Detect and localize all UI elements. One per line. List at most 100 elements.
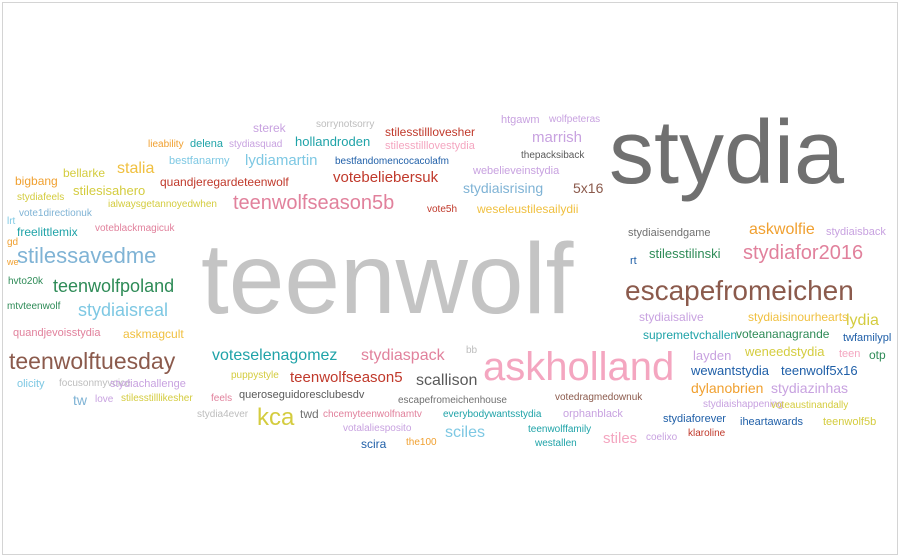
word: lydiamartin xyxy=(245,152,318,169)
word: stilesstilllovestydia xyxy=(385,140,475,152)
word: stydiaspack xyxy=(361,347,445,364)
word: iheartawards xyxy=(740,416,803,428)
word: stydiaisreal xyxy=(78,300,169,320)
word: teenwolfseason5b xyxy=(233,192,395,214)
word: marrish xyxy=(532,129,583,146)
word: we xyxy=(7,257,19,267)
word: scallison xyxy=(416,372,478,389)
word: stilessavedme xyxy=(17,243,157,268)
word: lrt xyxy=(7,216,16,227)
word: tw xyxy=(73,392,87,408)
word: teenwolftuesday xyxy=(9,348,176,374)
word: bellarke xyxy=(63,166,106,180)
word: stydiasquad xyxy=(229,139,283,150)
word: delena xyxy=(190,138,224,150)
word: stydiaisrising xyxy=(463,180,544,196)
word: twfamilypl xyxy=(843,332,892,344)
word: stydiaisinourhearts xyxy=(748,310,849,324)
word: 5x16 xyxy=(573,180,604,196)
word: stilesstilllikesher xyxy=(121,393,193,404)
word: stydiaisback xyxy=(826,226,886,238)
word: stydiazinhas xyxy=(771,380,849,396)
word: queroseguidoresclubesdv xyxy=(239,389,365,401)
word: sterek xyxy=(253,121,286,135)
word: stydia xyxy=(609,103,845,203)
word: coelixo xyxy=(646,432,678,443)
word: escapefromeichenhouse xyxy=(398,395,507,406)
word: twd xyxy=(300,407,319,421)
word: rt xyxy=(630,255,637,267)
word: the100 xyxy=(406,437,437,448)
word: stiles xyxy=(603,430,638,447)
word: vote1directionuk xyxy=(19,208,92,219)
word: hollandroden xyxy=(295,134,371,149)
word: stalia xyxy=(117,160,155,177)
word: weneedstydia xyxy=(745,344,825,359)
word: love xyxy=(95,394,114,405)
word: mtvteenwolf xyxy=(7,301,61,312)
word: stilesstilinski xyxy=(649,246,721,261)
word: voteblackmagicuk xyxy=(95,223,175,234)
word: scira xyxy=(361,437,387,451)
word: wewantstydia xyxy=(691,363,770,378)
word: quandjeregardeteenwolf xyxy=(160,175,289,189)
word: otp xyxy=(869,348,886,362)
word: stydiaforever xyxy=(663,413,726,425)
word: ialwaysgetannoyedwhen xyxy=(108,199,217,210)
word: stydia4ever xyxy=(197,409,249,420)
word: askmagcult xyxy=(123,327,184,341)
word: wolfpeteras xyxy=(549,114,601,125)
word: freelittlemix xyxy=(17,225,78,239)
word: stydiafor2016 xyxy=(743,242,864,264)
word: westallen xyxy=(535,438,577,449)
word: quandjevoisstydia xyxy=(13,327,101,339)
word: feels xyxy=(211,393,233,404)
word: htgawm xyxy=(501,114,540,126)
word: hvto20k xyxy=(8,276,44,287)
word: lieability xyxy=(148,139,184,150)
word: askholland xyxy=(483,345,675,389)
word: dylanobrien xyxy=(691,380,764,396)
word: sciles xyxy=(445,424,486,441)
word: votebeliebersuk xyxy=(333,169,439,186)
word: supremetvchallen xyxy=(643,328,738,342)
word: gd xyxy=(7,237,19,248)
word: bigbang xyxy=(15,174,58,188)
word: klaroline xyxy=(688,428,726,439)
word: kca xyxy=(257,404,295,431)
word: votalaliesposito xyxy=(343,423,412,434)
word: voteselenagomez xyxy=(212,347,338,364)
word: layden xyxy=(693,348,732,363)
word: teenwolf xyxy=(201,223,574,335)
word: stydiaisendgame xyxy=(628,227,711,239)
word: voteananagrande xyxy=(736,327,830,341)
word: voteaustinandally xyxy=(771,400,849,411)
word: lydia xyxy=(846,312,879,329)
word: votedragmedownuk xyxy=(555,392,643,403)
word: escapefromeichen xyxy=(625,275,854,306)
word: vote5h xyxy=(427,204,458,215)
word: teenwolf5x16 xyxy=(781,363,858,378)
word: teenwolf5b xyxy=(823,416,877,428)
word: stilesisahero xyxy=(73,183,146,198)
word: bb xyxy=(466,345,478,356)
word: teenwolfseason5 xyxy=(290,369,403,386)
word: puppystyle xyxy=(231,370,279,381)
word: webelieveinstydia xyxy=(473,165,560,177)
word: everybodywantsstydia xyxy=(443,409,542,420)
word: stydiaishappening xyxy=(703,399,784,410)
word: stydiafeels xyxy=(17,192,65,203)
word: teenwolffamily xyxy=(528,424,592,435)
word: chcemyteenwolfnamtv xyxy=(323,409,422,420)
word: askwolfie xyxy=(749,221,815,238)
word: stydiachallenge xyxy=(110,378,186,390)
word: sorrynotsorry xyxy=(316,119,375,130)
word: olicity xyxy=(17,378,45,390)
word: teen xyxy=(839,348,861,360)
word: stydiaisalive xyxy=(639,310,704,324)
word: thepacksiback xyxy=(521,150,585,161)
word: weseleustilesailydii xyxy=(477,202,579,216)
word: bestfandomencocacolafm xyxy=(335,156,449,167)
word: orphanblack xyxy=(563,408,623,420)
